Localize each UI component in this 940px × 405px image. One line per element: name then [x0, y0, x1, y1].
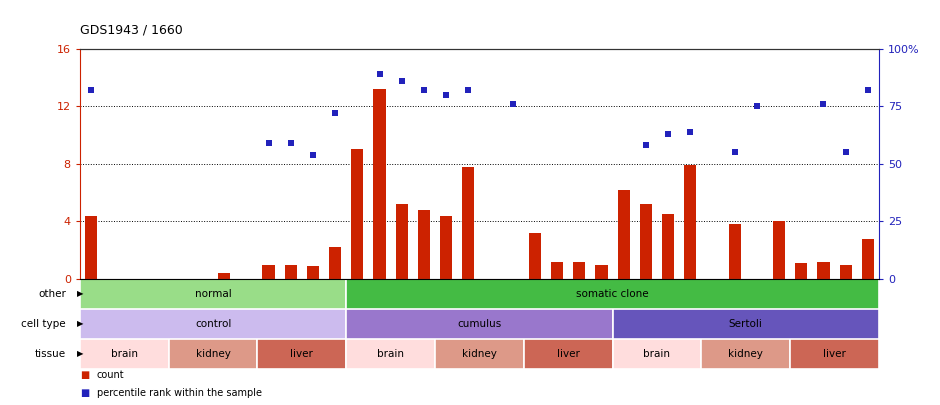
Text: brain: brain — [644, 349, 670, 359]
Bar — [462, 166, 475, 279]
Text: ▶: ▶ — [77, 350, 84, 358]
Text: tissue: tissue — [35, 349, 66, 359]
Text: other: other — [38, 289, 66, 299]
Text: liver: liver — [556, 349, 580, 359]
Bar — [573, 262, 586, 279]
Bar — [795, 263, 807, 279]
Text: brain: brain — [377, 349, 404, 359]
Bar — [258, 339, 346, 369]
Text: kidney: kidney — [728, 349, 763, 359]
Bar — [218, 273, 230, 279]
Text: count: count — [97, 370, 124, 380]
Bar — [618, 190, 630, 279]
Bar — [346, 309, 613, 339]
Bar — [285, 264, 297, 279]
Bar — [306, 266, 319, 279]
Bar — [817, 262, 829, 279]
Text: cell type: cell type — [22, 319, 66, 329]
Bar — [728, 224, 741, 279]
Bar — [613, 309, 879, 339]
Text: kidney: kidney — [462, 349, 497, 359]
Text: normal: normal — [195, 289, 231, 299]
Text: liver: liver — [290, 349, 313, 359]
Text: brain: brain — [111, 349, 138, 359]
Bar — [773, 222, 785, 279]
Bar — [346, 279, 879, 309]
Text: ■: ■ — [80, 388, 89, 398]
Text: kidney: kidney — [196, 349, 230, 359]
Text: cumulus: cumulus — [457, 319, 502, 329]
Text: liver: liver — [823, 349, 846, 359]
Bar — [417, 210, 430, 279]
Bar — [329, 247, 341, 279]
Bar — [346, 339, 435, 369]
Text: ▶: ▶ — [77, 290, 84, 298]
Bar — [701, 339, 791, 369]
Bar — [440, 215, 452, 279]
Bar — [373, 89, 385, 279]
Text: somatic clone: somatic clone — [576, 289, 649, 299]
Text: ▶: ▶ — [77, 320, 84, 328]
Bar — [684, 165, 697, 279]
Bar — [262, 264, 274, 279]
Bar — [613, 339, 701, 369]
Text: ■: ■ — [80, 370, 89, 380]
Bar — [80, 279, 346, 309]
Bar — [862, 239, 874, 279]
Bar — [595, 264, 607, 279]
Text: control: control — [195, 319, 231, 329]
Bar — [529, 233, 541, 279]
Bar — [80, 339, 168, 369]
Text: percentile rank within the sample: percentile rank within the sample — [97, 388, 262, 398]
Bar — [640, 204, 652, 279]
Bar — [85, 215, 97, 279]
Text: GDS1943 / 1660: GDS1943 / 1660 — [80, 23, 182, 36]
Bar — [352, 149, 364, 279]
Bar — [791, 339, 879, 369]
Bar — [551, 262, 563, 279]
Bar — [168, 339, 258, 369]
Text: Sertoli: Sertoli — [728, 319, 762, 329]
Bar — [839, 264, 852, 279]
Bar — [435, 339, 524, 369]
Bar — [80, 309, 346, 339]
Bar — [396, 204, 408, 279]
Bar — [662, 214, 674, 279]
Bar — [524, 339, 613, 369]
